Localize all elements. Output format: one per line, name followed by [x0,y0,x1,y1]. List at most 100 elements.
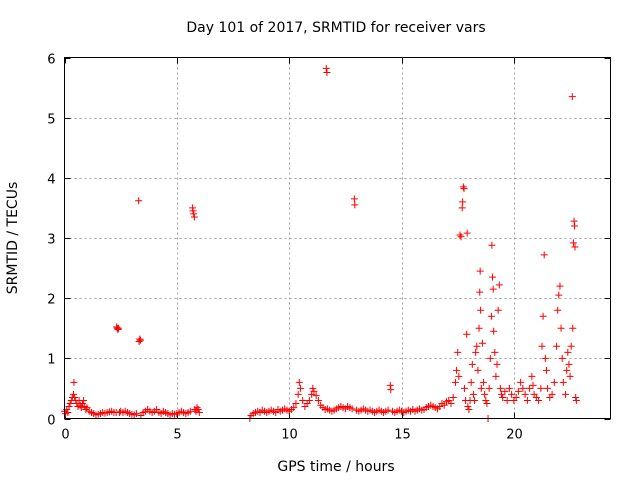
data-point [465,405,473,413]
data-point [526,384,534,392]
chart-title: Day 101 of 2017, SRMTID for receiver var… [186,20,485,36]
data-point [476,267,484,275]
data-point [539,312,547,320]
data-point [135,197,143,205]
data-point [553,342,561,350]
y-tick-label: 4 [47,173,55,188]
data-point [569,239,577,247]
data-point [517,378,525,386]
data-point [305,396,313,404]
data-point [312,392,320,400]
data-point [310,387,318,395]
data-point [69,390,77,398]
data-point [495,281,503,289]
data-point [323,69,331,77]
data-point [505,384,513,392]
data-point [459,183,467,191]
data-point [194,405,202,413]
data-point [535,396,543,404]
data-point [460,384,468,392]
data-point [572,393,580,401]
data-point [195,408,203,416]
data-point [521,390,529,398]
data-point [489,285,497,293]
data-point [514,387,522,395]
data-point [562,390,570,398]
data-point [190,213,198,221]
data-point [351,201,359,209]
data-point [519,384,527,392]
data-point [556,282,564,290]
data-point [477,306,485,314]
y-axis-label: SRMTID / TECUs [5,182,21,295]
data-point [571,222,579,230]
data-point [567,342,575,350]
data-point [508,390,516,398]
data-point [189,207,197,215]
data-point [569,324,577,332]
data-point [478,339,486,347]
y-tick-label: 0 [47,414,55,429]
data-point [558,354,566,362]
x-tick-label: 10 [281,428,298,443]
axis-ticks: 0 5 10 15 20 0 1 2 3 4 5 6 [47,53,611,443]
data-point [482,396,490,404]
data-point [489,273,497,281]
data-point [542,366,550,374]
data-point [463,229,471,237]
data-point [80,396,88,404]
data-point [475,324,483,332]
data-point [566,372,574,380]
y-tick-label: 2 [47,293,55,308]
y-tick-label: 1 [47,353,55,368]
data-point [488,241,496,249]
data-point [456,231,464,239]
data-point [193,404,201,412]
data-point [529,381,537,389]
data-point [568,93,576,101]
data-point [350,195,358,203]
data-point [474,366,482,374]
data-point [557,324,565,332]
data-point [493,360,501,368]
data-point [132,410,140,418]
data-point [83,404,91,412]
data-point [290,404,298,412]
data-point [71,393,79,401]
grid-lines [64,57,611,419]
data-point [384,406,392,414]
data-point [486,354,494,362]
data-point [473,342,481,350]
x-tick-label: 20 [506,428,523,443]
data-point [459,198,467,206]
data-point [309,384,317,392]
data-point [487,312,495,320]
data-point [472,348,480,356]
data-point [468,360,476,368]
data-point [458,204,466,212]
x-tick-label: 5 [173,428,181,443]
data-point [476,288,484,296]
data-point [455,372,463,380]
x-tick-label: 0 [61,428,69,443]
data-point [512,393,520,401]
data-point [481,390,489,398]
data-point [136,335,144,343]
data-point [499,393,507,401]
plot-frame [64,57,611,419]
data-point [483,399,491,407]
data-point [449,393,457,401]
data-point [555,291,563,299]
data-point [503,396,511,404]
data-point [454,348,462,356]
data-point [494,306,502,314]
data-point [294,390,302,398]
data-point [498,390,506,398]
y-tick-label: 6 [47,53,55,68]
data-point [485,384,493,392]
data-point [548,390,556,398]
data-point [501,387,509,395]
data-point [469,390,477,398]
data-point [565,360,573,368]
